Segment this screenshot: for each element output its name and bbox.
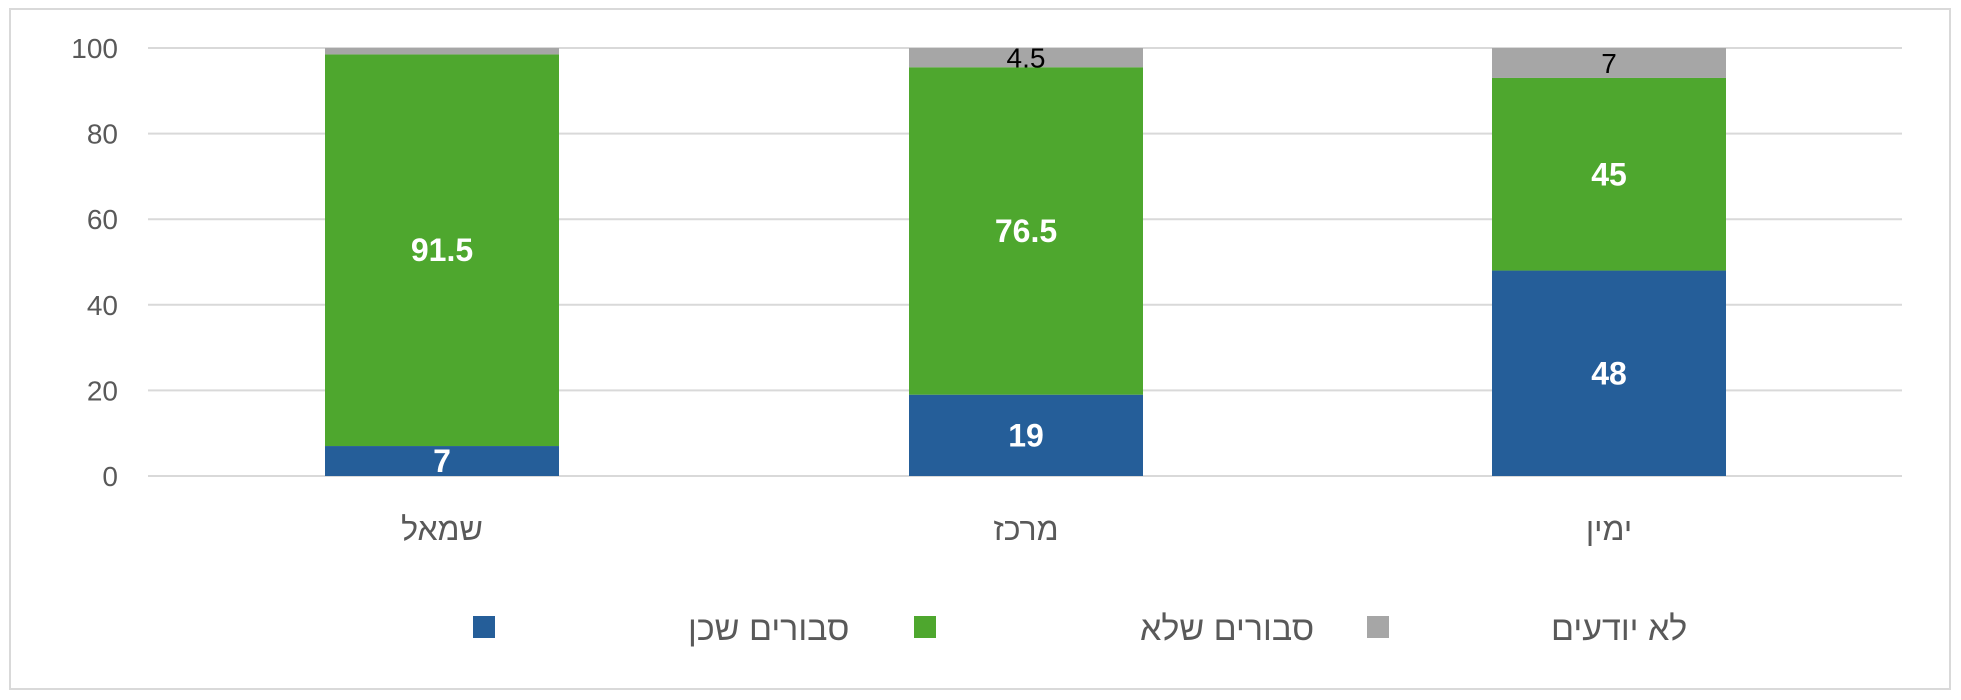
bar-segment: [1492, 77, 1726, 271]
data-label: 91.5: [411, 232, 473, 268]
bar-segment: [325, 54, 559, 447]
bar-segment: [909, 394, 1143, 476]
data-label: 7: [433, 443, 451, 479]
x-axis-categories: שמאל מרכז ימין: [401, 511, 1632, 547]
data-label: 19: [1008, 417, 1044, 453]
y-tick-label: 100: [71, 33, 118, 64]
x-category-label: ימין: [1586, 511, 1632, 547]
legend-label: סבורים שכן: [688, 610, 849, 648]
data-label: 7: [1601, 48, 1617, 79]
bar-segment: [1492, 48, 1726, 78]
bar-segment: [325, 446, 559, 476]
x-category-label: שמאל: [401, 511, 483, 547]
bars: [325, 48, 1726, 476]
legend-label: סבורים שלא: [1140, 610, 1314, 648]
y-tick-label: 80: [87, 119, 118, 150]
bar-segment: [909, 67, 1143, 395]
data-labels: 7 91.5 19 76.5 4.5 48 45 7: [411, 43, 1627, 479]
data-label: 45: [1591, 156, 1627, 192]
bar-segment: [325, 48, 559, 55]
bar-segment: [1492, 270, 1726, 476]
legend: סבורים שכן סבורים שלא לא יודעים: [473, 610, 1687, 648]
legend-marker: [1367, 616, 1389, 638]
data-label: 48: [1591, 355, 1627, 391]
x-category-label: מרכז: [993, 511, 1058, 547]
data-label: 4.5: [1007, 43, 1046, 74]
data-label: 76.5: [995, 213, 1057, 249]
legend-marker: [914, 616, 936, 638]
y-tick-label: 60: [87, 204, 118, 235]
y-axis-ticks: 0 20 40 60 80 100: [71, 33, 118, 492]
legend-marker: [473, 616, 495, 638]
y-tick-label: 40: [87, 290, 118, 321]
y-tick-label: 20: [87, 375, 118, 406]
bar-segment: [909, 48, 1143, 68]
y-tick-label: 0: [102, 461, 118, 492]
legend-label: לא יודעים: [1551, 610, 1687, 648]
